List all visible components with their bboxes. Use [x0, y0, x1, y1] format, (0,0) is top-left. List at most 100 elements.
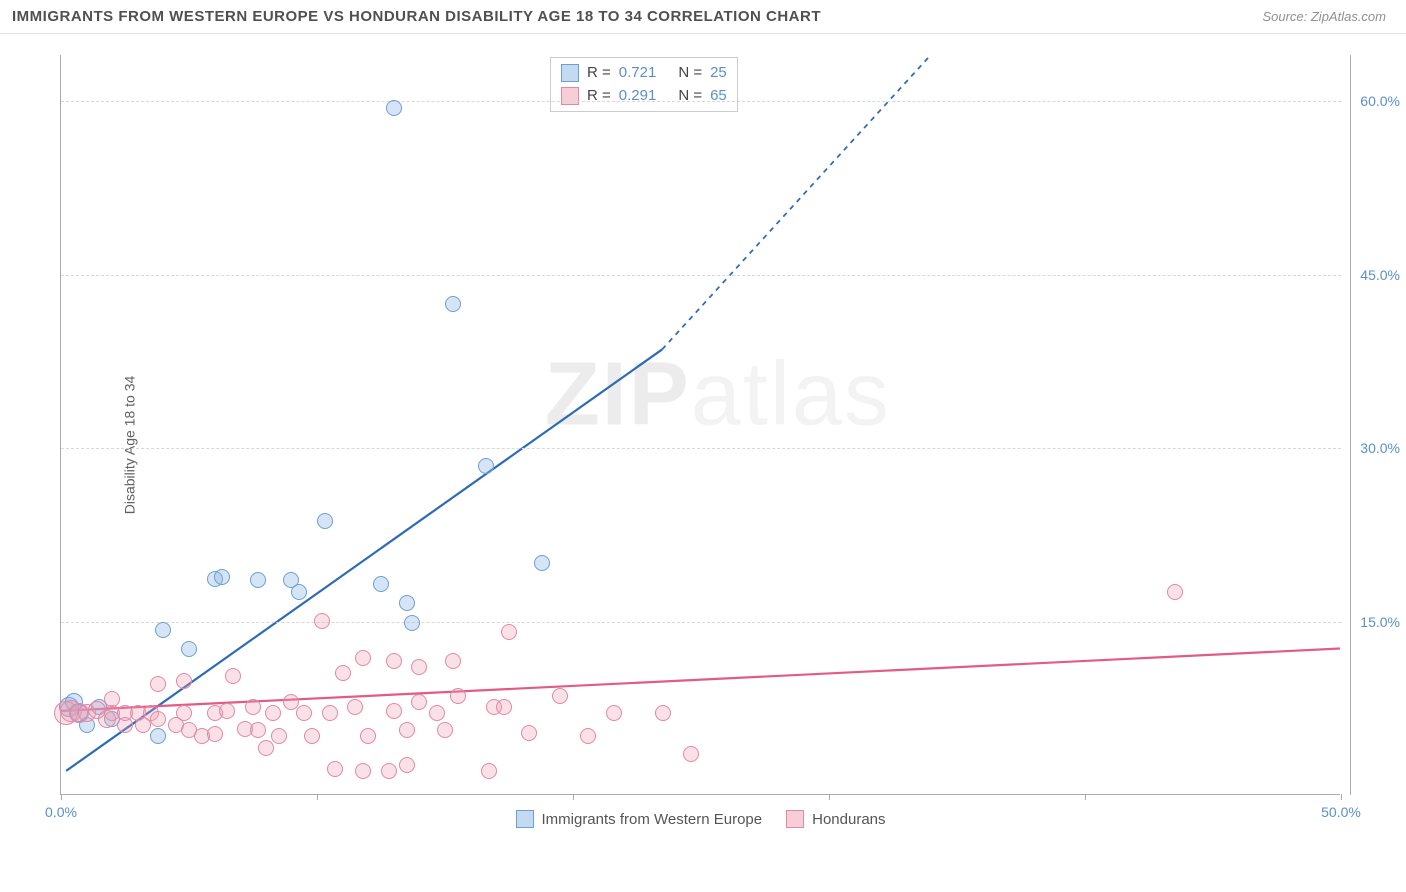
data-point: [355, 650, 371, 666]
x-tick: [317, 794, 318, 800]
n-value: 25: [710, 62, 727, 85]
data-point: [411, 694, 427, 710]
legend-row-blue: R = 0.721 N = 25: [561, 62, 727, 85]
watermark: ZIPatlas: [545, 343, 891, 446]
data-point: [399, 722, 415, 738]
x-tick-label: 0.0%: [45, 804, 77, 820]
data-point: [250, 572, 266, 588]
data-point: [381, 763, 397, 779]
data-point: [386, 703, 402, 719]
scatter-plot: ZIPatlas R = 0.721 N = 25 R = 0.291 N = …: [60, 55, 1340, 795]
y-tick-label: 45.0%: [1360, 267, 1400, 283]
source-prefix: Source:: [1262, 9, 1310, 24]
data-point: [399, 595, 415, 611]
series-legend: Immigrants from Western Europe Hondurans: [515, 810, 885, 828]
legend-row-pink: R = 0.291 N = 65: [561, 85, 727, 108]
data-point: [360, 728, 376, 744]
x-tick: [1341, 794, 1342, 800]
legend-swatch-blue: [561, 64, 579, 82]
data-point: [314, 613, 330, 629]
chart-title: IMMIGRANTS FROM WESTERN EUROPE VS HONDUR…: [12, 8, 821, 25]
r-label: R =: [587, 85, 611, 108]
data-point: [214, 569, 230, 585]
r-value: 0.291: [619, 85, 657, 108]
x-tick: [573, 794, 574, 800]
data-point: [207, 726, 223, 742]
y-tick-label: 15.0%: [1360, 614, 1400, 630]
data-point: [478, 458, 494, 474]
data-point: [296, 705, 312, 721]
data-point: [283, 572, 299, 588]
data-point: [437, 722, 453, 738]
data-point: [150, 728, 166, 744]
chart-area: Disability Age 18 to 34 ZIPatlas R = 0.7…: [50, 55, 1360, 835]
trend-lines-svg: [61, 55, 1340, 794]
n-label: N =: [678, 85, 702, 108]
data-point: [335, 665, 351, 681]
data-point: [347, 699, 363, 715]
y-axis-right: [1350, 55, 1360, 795]
data-point: [404, 615, 420, 631]
source-name: ZipAtlas.com: [1311, 9, 1386, 24]
data-point: [245, 699, 261, 715]
data-point: [150, 711, 166, 727]
data-point: [481, 763, 497, 779]
legend-item-blue: Immigrants from Western Europe: [515, 810, 762, 828]
legend-swatch-pink: [786, 810, 804, 828]
data-point: [606, 705, 622, 721]
data-point: [386, 100, 402, 116]
legend-label: Immigrants from Western Europe: [541, 811, 762, 828]
data-point: [104, 691, 120, 707]
data-point: [327, 761, 343, 777]
n-value: 65: [710, 85, 727, 108]
data-point: [225, 668, 241, 684]
gridline: [61, 275, 1341, 276]
chart-header: IMMIGRANTS FROM WESTERN EUROPE VS HONDUR…: [0, 0, 1406, 34]
watermark-zip: ZIP: [545, 344, 691, 444]
data-point: [271, 728, 287, 744]
data-point: [552, 688, 568, 704]
data-point: [445, 653, 461, 669]
x-tick: [61, 794, 62, 800]
correlation-legend: R = 0.721 N = 25 R = 0.291 N = 65: [550, 57, 738, 112]
data-point: [580, 728, 596, 744]
data-point: [534, 555, 550, 571]
data-point: [304, 728, 320, 744]
data-point: [496, 699, 512, 715]
x-tick: [1085, 794, 1086, 800]
gridline: [61, 101, 1341, 102]
data-point: [258, 740, 274, 756]
data-point: [521, 725, 537, 741]
data-point: [317, 513, 333, 529]
data-point: [683, 746, 699, 762]
data-point: [450, 688, 466, 704]
legend-swatch-blue: [515, 810, 533, 828]
gridline: [61, 622, 1341, 623]
y-tick-label: 60.0%: [1360, 93, 1400, 109]
data-point: [265, 705, 281, 721]
chart-source: Source: ZipAtlas.com: [1262, 9, 1386, 24]
data-point: [373, 576, 389, 592]
data-point: [250, 722, 266, 738]
data-point: [411, 659, 427, 675]
data-point: [355, 763, 371, 779]
data-point: [501, 624, 517, 640]
y-tick-label: 30.0%: [1360, 440, 1400, 456]
legend-label: Hondurans: [812, 811, 885, 828]
data-point: [429, 705, 445, 721]
watermark-atlas: atlas: [691, 344, 891, 444]
data-point: [322, 705, 338, 721]
r-value: 0.721: [619, 62, 657, 85]
data-point: [445, 296, 461, 312]
data-point: [181, 641, 197, 657]
data-point: [176, 673, 192, 689]
data-point: [1167, 584, 1183, 600]
gridline: [61, 448, 1341, 449]
data-point: [219, 703, 235, 719]
x-tick: [829, 794, 830, 800]
data-point: [155, 622, 171, 638]
legend-item-pink: Hondurans: [786, 810, 885, 828]
n-label: N =: [678, 62, 702, 85]
data-point: [655, 705, 671, 721]
data-point: [176, 705, 192, 721]
